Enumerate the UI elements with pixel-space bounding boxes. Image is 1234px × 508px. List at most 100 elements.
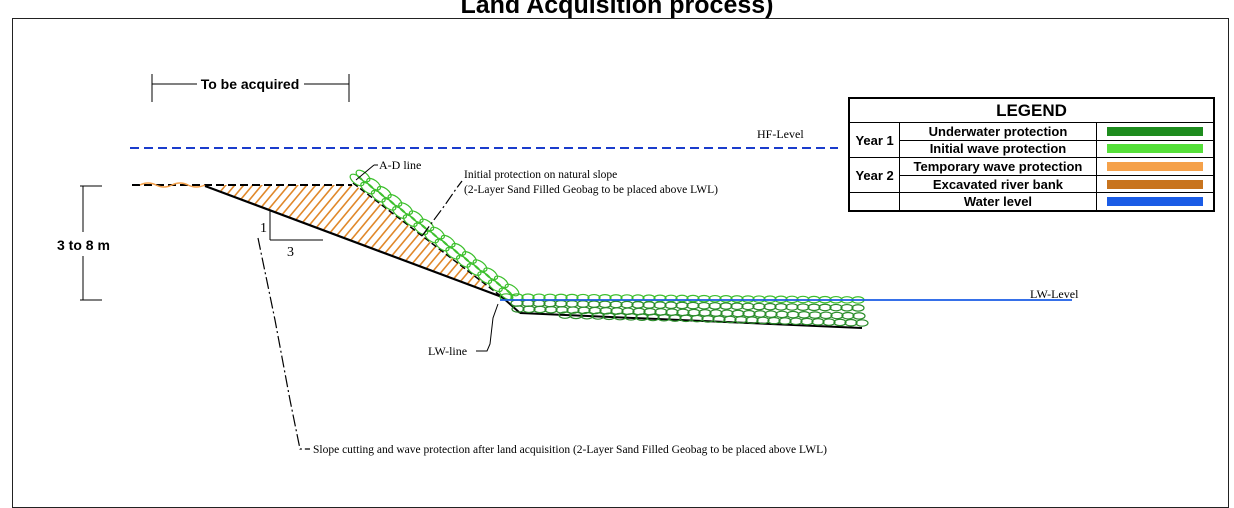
geobag <box>434 238 450 252</box>
geobag <box>840 303 854 312</box>
geobag <box>841 311 855 320</box>
geobag <box>555 306 569 314</box>
lw-line-label: LW-line <box>428 344 467 358</box>
geobag <box>818 303 832 312</box>
geobag <box>522 305 536 314</box>
hatch-line <box>471 185 502 296</box>
geobag <box>811 318 825 326</box>
geobag <box>763 302 777 311</box>
geobag <box>366 177 382 191</box>
geobag <box>822 318 836 326</box>
lw-level: LW-Level <box>500 287 1079 301</box>
geobag <box>381 198 397 211</box>
geobag <box>569 311 583 320</box>
geobag <box>609 300 623 309</box>
hatch-line <box>205 185 231 296</box>
geobag <box>741 295 755 303</box>
geobag <box>697 294 711 303</box>
geobag <box>767 316 781 325</box>
geobag <box>544 305 558 314</box>
geobag <box>613 312 627 321</box>
geobag <box>587 300 601 308</box>
geobag <box>653 301 667 309</box>
geobag <box>602 312 616 321</box>
geobag <box>756 316 770 325</box>
legend-item-label: Underwater protection <box>899 122 1097 141</box>
legend-table: LEGEND Year 1 Underwater protection Init… <box>848 98 1215 211</box>
geobag <box>566 306 580 314</box>
lw-line-callout: LW-line <box>428 303 499 358</box>
geobag <box>533 305 547 314</box>
geobag <box>543 299 557 308</box>
geobag <box>829 303 843 312</box>
geobag <box>730 302 744 311</box>
ground-profile <box>132 182 863 329</box>
geobag <box>752 302 766 311</box>
geobag <box>730 295 744 303</box>
geobag <box>477 271 493 285</box>
geobag <box>588 306 602 315</box>
geobag <box>580 311 594 320</box>
geobag <box>789 317 803 326</box>
geobag <box>565 300 579 308</box>
geobag <box>419 218 435 232</box>
initial-wave-protection-geobags <box>349 169 520 301</box>
geobag <box>775 310 789 319</box>
geobag <box>456 255 471 268</box>
geobag <box>797 311 811 319</box>
geobag <box>764 310 778 318</box>
geobag <box>734 315 748 324</box>
geobag <box>445 246 461 260</box>
geobag <box>483 267 499 281</box>
geobag <box>657 313 671 322</box>
geobag <box>413 222 429 236</box>
geobag <box>387 194 403 207</box>
hatch-line <box>462 185 502 296</box>
geobag <box>833 318 847 327</box>
geobag <box>466 263 482 276</box>
geobag <box>493 275 509 289</box>
geobag <box>745 316 759 324</box>
legend-swatch-underwater <box>1106 126 1203 136</box>
geobag <box>376 185 392 199</box>
hatch-line <box>205 185 267 296</box>
slope-run-label: 3 <box>287 245 294 260</box>
geobag <box>709 309 723 317</box>
geobag <box>398 202 413 215</box>
slope-cutting-label: Slope cutting and wave protection after … <box>313 444 827 456</box>
hatch-line <box>205 185 249 296</box>
geobag <box>679 314 693 323</box>
geobag <box>360 181 376 195</box>
geobag <box>668 314 682 322</box>
geobag <box>698 309 712 317</box>
geobag <box>808 311 822 319</box>
geobag <box>720 309 734 318</box>
underwater-protection-geobags <box>499 293 869 327</box>
hatch-line <box>453 185 502 296</box>
geobag <box>741 302 755 311</box>
hatch-line <box>435 185 502 296</box>
geobag <box>697 301 711 310</box>
height-dimension: 3 to 8 m <box>57 185 110 301</box>
geobag <box>598 300 612 309</box>
geobag <box>852 312 866 320</box>
geobag <box>686 301 700 310</box>
legend-year2: Year 2 <box>848 157 901 194</box>
geobag <box>532 299 546 308</box>
geobag <box>807 303 821 312</box>
geobag <box>675 301 689 310</box>
legend-swatch-water-level <box>1106 197 1203 207</box>
geobag <box>753 310 767 318</box>
geobag <box>778 317 792 325</box>
geobag <box>504 283 520 297</box>
geobag <box>785 303 799 311</box>
geobag <box>599 306 613 315</box>
geobag <box>664 301 678 310</box>
geobag <box>800 317 814 326</box>
ad-line-label: A-D line <box>379 158 421 172</box>
geobag <box>554 299 568 308</box>
geobag <box>719 295 733 303</box>
geobag <box>392 206 407 219</box>
slope-cutting-callout: Slope cutting and wave protection after … <box>257 237 827 456</box>
